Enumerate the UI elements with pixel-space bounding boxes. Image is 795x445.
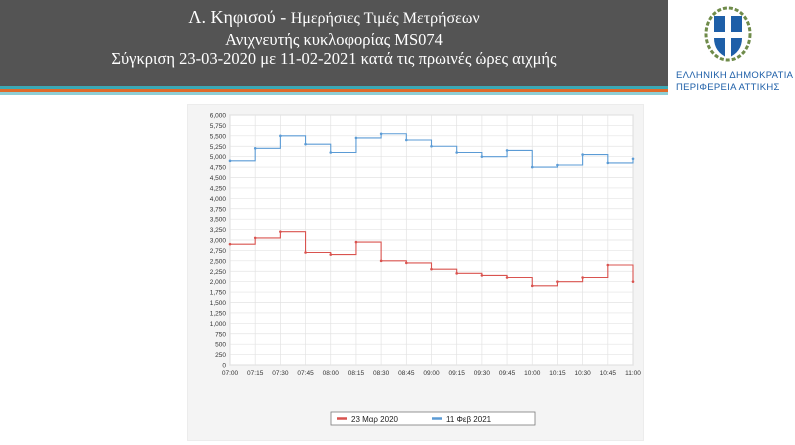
region-logo: ΕΛΛΗΝΙΚΗ ΔΗΜΟΚΡΑΤΙΑ ΠΕΡΙΦΕΡΕΙΑ ΑΤΤΙΚΗΣ	[672, 0, 795, 98]
y-tick-label: 3,250	[210, 227, 227, 234]
y-tick-label: 4,250	[210, 185, 227, 192]
data-point-2021	[556, 163, 559, 167]
data-point-2020	[329, 253, 333, 256]
data-point-2020	[228, 242, 232, 246]
legend-label-2020: 23 Μαρ 2020	[351, 415, 399, 424]
y-tick-label: 1,750	[210, 290, 227, 297]
chart-panel: 0 250 500 750 1,000 1,250 1,500 1,750 2,000 2,250…	[187, 104, 644, 441]
x-tick-label: 11:00	[625, 370, 641, 377]
data-point-2021	[228, 159, 232, 163]
y-tick-label: 2,750	[210, 248, 227, 255]
x-tick-label: 07:15	[247, 370, 264, 377]
x-tick-label: 09:00	[423, 370, 440, 377]
y-tick-label: 5,500	[210, 133, 227, 140]
stripe-orange	[0, 89, 668, 92]
x-tick-label: 08:15	[348, 370, 365, 377]
x-tick-label: 09:30	[474, 370, 491, 377]
header-comparison: Σύγκριση 23-03-2020 με 11-02-2021 κατά τ…	[111, 49, 557, 68]
data-point-2021	[430, 144, 433, 148]
y-tick-label: 1,500	[210, 300, 227, 307]
stripe-teal-light	[0, 92, 668, 95]
data-point-2020	[279, 230, 282, 233]
y-tick-label: 250	[215, 352, 226, 359]
x-tick-label: 08:45	[398, 370, 415, 377]
data-point-2021	[329, 151, 333, 154]
data-point-2020	[581, 276, 584, 279]
x-tick-label: 10:00	[524, 370, 541, 377]
data-point-2021	[279, 134, 282, 138]
slide-header: Λ. Κηφισού - Ημερήσιες Τιμές Μετρήσεων Α…	[0, 0, 668, 86]
data-point-2020	[304, 251, 307, 254]
header-stripes	[0, 86, 668, 98]
traffic-line-chart: 0 250 500 750 1,000 1,250 1,500 1,750 2,000 2,250…	[210, 113, 641, 426]
y-tick-label: 5,750	[210, 123, 227, 130]
x-tick-label: 10:15	[549, 370, 566, 377]
y-tick-label: 1,000	[210, 321, 227, 328]
y-tick-label: 4,750	[210, 165, 227, 172]
data-point-2021	[480, 155, 484, 158]
y-tick-label: 3,500	[210, 217, 227, 224]
data-point-2021	[379, 132, 383, 136]
y-tick-label: 5,000	[210, 154, 227, 161]
data-point-2020	[379, 259, 383, 263]
stripe-teal	[0, 86, 668, 89]
chart-legend: 23 Μαρ 2020 11 Φεβ 2021	[330, 411, 536, 426]
x-tick-label: 07:30	[272, 370, 289, 377]
x-tick-label: 07:00	[222, 370, 239, 377]
x-tick-label: 07:45	[297, 370, 314, 377]
y-tick-label: 4,500	[210, 175, 227, 182]
data-point-2021	[530, 165, 534, 169]
y-tick-label: 2,250	[210, 269, 227, 276]
header-title-sub: Ημερήσιες Τιμές Μετρήσεων	[290, 10, 480, 27]
data-point-2021	[405, 138, 408, 142]
data-point-2020	[556, 280, 559, 283]
x-tick-label: 08:00	[323, 370, 340, 377]
data-point-2020	[530, 284, 534, 288]
data-point-2020	[455, 272, 458, 275]
y-tick-label: 500	[215, 342, 226, 349]
y-tick-label: 6,000	[210, 113, 227, 120]
data-point-2020	[480, 274, 484, 277]
x-tick-label: 09:45	[499, 370, 516, 377]
data-point-2020	[430, 267, 433, 271]
legend-label-2021: 11 Φεβ 2021	[446, 415, 492, 424]
data-point-2021	[606, 161, 610, 165]
data-point-2021	[455, 151, 458, 154]
data-point-2020	[631, 280, 635, 283]
logo-line-1: ΕΛΛΗΝΙΚΗ ΔΗΜΟΚΡΑΤΙΑ	[676, 70, 794, 81]
data-point-2021	[631, 157, 635, 161]
greek-emblem-icon	[704, 6, 752, 62]
y-tick-label: 3,750	[210, 206, 227, 213]
data-point-2020	[354, 240, 358, 244]
data-point-2021	[581, 153, 584, 156]
y-tick-label: 0	[222, 363, 226, 370]
data-point-2021	[253, 147, 257, 150]
data-point-2020	[505, 276, 509, 279]
y-tick-label: 2,000	[210, 279, 227, 286]
x-tick-label: 08:30	[373, 370, 390, 377]
data-point-2021	[505, 149, 509, 152]
header-detector: Ανιχνευτής κυκλοφορίας MS074	[225, 30, 443, 49]
x-tick-label: 10:45	[600, 370, 617, 377]
y-tick-label: 4,000	[210, 196, 227, 203]
header-title-line: Λ. Κηφισού - Ημερήσιες Τιμές Μετρήσεων	[0, 0, 668, 30]
y-tick-label: 1,250	[210, 310, 227, 317]
y-tick-label: 5,250	[210, 144, 227, 151]
data-point-2021	[354, 136, 358, 140]
x-tick-label: 09:15	[449, 370, 466, 377]
data-point-2020	[405, 261, 408, 265]
data-point-2020	[253, 236, 257, 240]
y-tick-label: 750	[215, 331, 226, 338]
logo-line-2: ΠΕΡΙΦΕΡΕΙΑ ΑΤΤΙΚΗΣ	[676, 82, 780, 93]
data-point-2021	[304, 142, 307, 146]
header-title-main: Λ. Κηφισού -	[188, 7, 287, 27]
x-tick-label: 10:30	[574, 370, 591, 377]
y-tick-label: 2,500	[210, 258, 227, 265]
y-tick-label: 3,000	[210, 238, 227, 245]
data-point-2020	[606, 263, 610, 267]
